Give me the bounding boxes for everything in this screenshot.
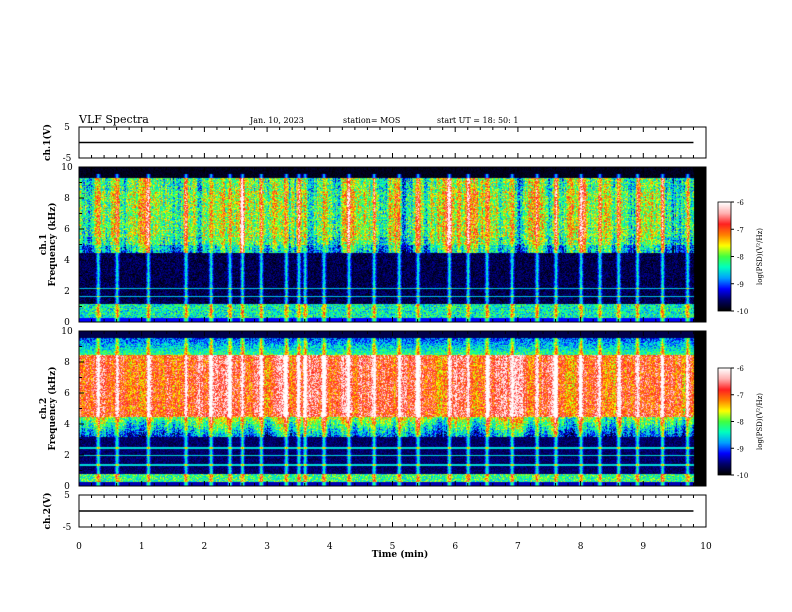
y-tick-label: 6 — [64, 389, 70, 399]
y-tick-label: 2 — [64, 287, 70, 297]
y-tick-label: 6 — [64, 225, 70, 235]
y-tick-label: 8 — [64, 194, 70, 204]
y-tick-label: 2 — [64, 451, 70, 461]
start-time-label: start UT = 18: 50: 1 — [437, 116, 518, 125]
ch1-spectrogram-image — [79, 167, 706, 322]
x-tick-label: 7 — [515, 542, 521, 552]
colorbar-tick-label: -8 — [737, 419, 744, 427]
x-axis: 0 1 2 3 4 5 6 7 8 9 10 — [76, 542, 712, 552]
y-tick-label: 8 — [64, 358, 70, 368]
colorbar-tick-label: -9 — [737, 445, 744, 453]
colorbar-tick-label: -6 — [737, 365, 744, 373]
y-tick-label: 0 — [64, 318, 70, 328]
panel-ch2-voltage: 5 -5 ch.2(V) — [42, 491, 707, 533]
colorbar-tick-label: -7 — [737, 226, 744, 234]
colorbar-label: log(PSD)(V²/Hz) — [756, 228, 764, 285]
station-label: station= MOS — [343, 116, 400, 125]
y-tick-label: -5 — [63, 523, 72, 533]
y-tick-label: 0 — [64, 482, 70, 492]
ch2-spectrogram-image — [79, 331, 706, 486]
x-tick-label: 8 — [578, 542, 584, 552]
x-tick-label: 6 — [452, 542, 458, 552]
y-tick-label: 10 — [61, 163, 73, 173]
x-tick-label: 3 — [264, 542, 270, 552]
x-tick-label: 1 — [139, 542, 145, 552]
y-tick-label: 4 — [64, 420, 70, 430]
y-tick-label: 10 — [61, 327, 73, 337]
x-tick-label: 4 — [327, 542, 333, 552]
colorbar-tick-label: -8 — [737, 254, 744, 262]
y-tick-label: 4 — [64, 256, 70, 266]
x-axis-label: Time (min) — [372, 549, 429, 560]
panel-ch2-spectrogram: 0 2 4 6 8 10 ch.2 Frequency (kHz) — [39, 327, 707, 492]
x-tick-label: 9 — [640, 542, 646, 552]
x-tick-label: 10 — [700, 542, 712, 552]
y-axis-label: ch.2(V) — [42, 493, 53, 530]
figure-title: VLF Spectra — [78, 113, 149, 126]
ch2-colorbar-image — [718, 368, 731, 475]
colorbar-tick-label: -10 — [737, 472, 748, 480]
y-tick-label: 5 — [64, 123, 70, 133]
date-label: Jan. 10, 2023 — [249, 116, 304, 125]
x-tick-label: 0 — [76, 542, 82, 552]
colorbar-label: log(PSD)(V²/Hz) — [756, 393, 764, 450]
y-axis-label: Frequency (kHz) — [47, 202, 58, 286]
colorbar-tick-label: -9 — [737, 281, 744, 289]
panel-ch1-voltage: 5 -5 ch.1(V) — [42, 123, 707, 164]
colorbar-tick-label: -6 — [737, 199, 744, 207]
panel-ch1-spectrogram: 0 2 4 6 8 10 ch.1 Frequency (kHz) — [39, 163, 707, 328]
ch1-colorbar: -6 -7 -8 -9 -10 log(PSD)(V²/Hz) — [717, 199, 764, 316]
y-axis-label: Frequency (kHz) — [47, 366, 58, 450]
colorbar-tick-label: -10 — [737, 308, 748, 316]
ch1-colorbar-image — [718, 202, 731, 311]
x-tick-label: 5 — [390, 542, 396, 552]
colorbar-tick-label: -7 — [737, 392, 744, 400]
y-tick-label: 5 — [64, 491, 70, 501]
y-tick-label: -5 — [63, 154, 72, 164]
y-axis-label: ch.1 — [39, 234, 49, 255]
x-tick-label: 2 — [202, 542, 208, 552]
ch2-colorbar: -6 -7 -8 -9 -10 log(PSD)(V²/Hz) — [717, 365, 764, 480]
y-axis-label: ch.2 — [39, 398, 49, 419]
y-axis-label: ch.1(V) — [42, 124, 53, 161]
